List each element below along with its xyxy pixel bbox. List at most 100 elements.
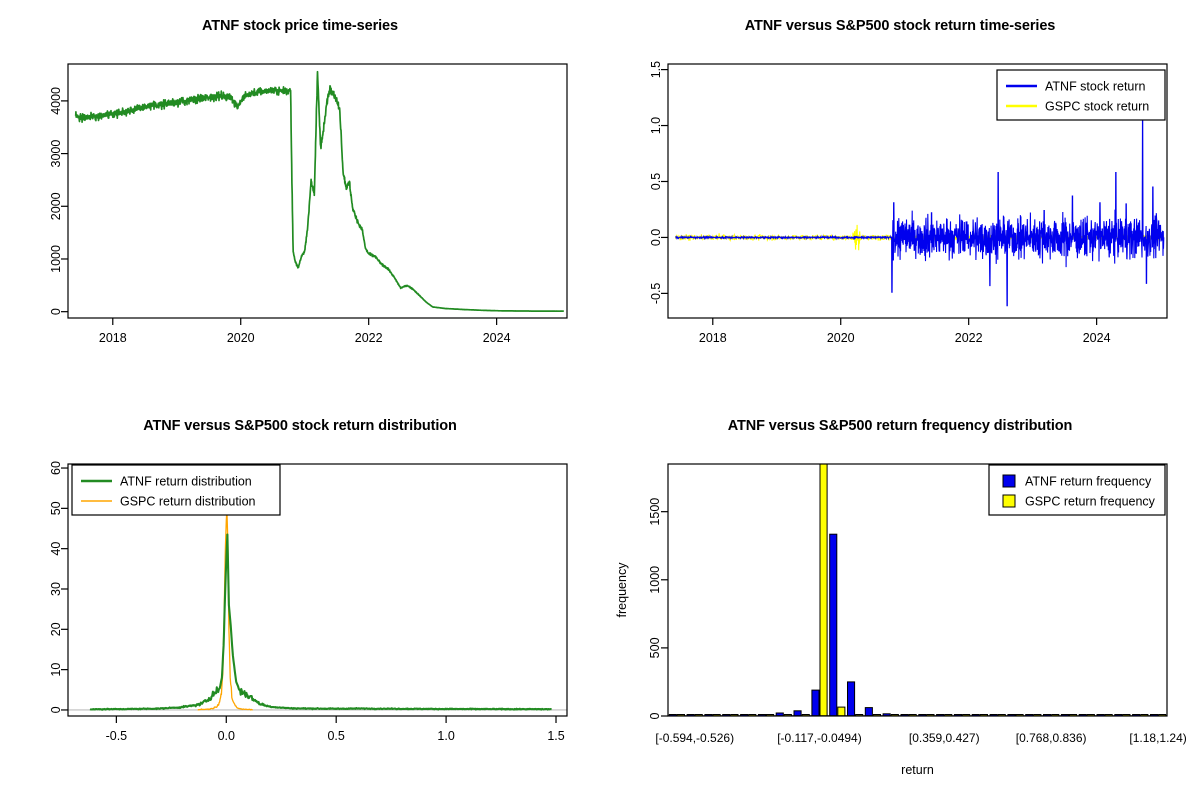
y-tick-label: 60 — [49, 461, 63, 475]
bar-atnf — [757, 714, 766, 716]
y-tick-label: 0.5 — [649, 173, 663, 190]
y-tick-label: 2000 — [49, 192, 63, 220]
bar-gspc — [837, 706, 846, 716]
bar-gspc — [712, 714, 721, 716]
y-tick-label: -0.5 — [649, 283, 663, 305]
bar-atnf — [936, 714, 945, 716]
bar-atnf — [722, 714, 731, 716]
panel-3-title: ATNF versus S&P500 stock return distribu… — [143, 418, 457, 434]
legend-box — [71, 464, 281, 516]
panel-3-plot: 0 10 20 30 40 50 60 -0.5 0.0 0.5 1.0 1.5 ATNF return… — [49, 461, 568, 743]
bar-atnf — [775, 712, 784, 716]
panel-2-title: ATNF versus S&P500 stock return time-ser… — [744, 18, 1056, 34]
y-tick-label: 1.5 — [649, 61, 663, 78]
bar-gspc — [730, 714, 739, 716]
x-tick-label: 2018 — [99, 331, 127, 345]
bar-atnf — [900, 714, 909, 716]
panel-2-plot: -0.5 0.0 0.5 1.0 1.5 2018 2020 2022 2024 ATNF sto… — [649, 61, 1168, 345]
y-tick-label: 20 — [49, 622, 63, 636]
bar-atnf — [1007, 714, 1016, 716]
bar-gspc — [748, 714, 757, 716]
bar-gspc — [1069, 714, 1078, 716]
bar-atnf — [811, 689, 820, 716]
x-tick-label: -0.5 — [106, 729, 128, 743]
x-tick-label: 2020 — [827, 331, 855, 345]
y-tick-label: 1000 — [49, 245, 63, 273]
y-tick-label: 10 — [49, 663, 63, 677]
bar-gspc — [676, 714, 686, 716]
bar-atnf — [1096, 714, 1105, 716]
bar-atnf — [864, 707, 873, 716]
legend-box — [988, 464, 1166, 516]
x-tick-label: 2022 — [355, 331, 383, 345]
bar-gspc — [979, 714, 988, 716]
legend-swatch-square — [1002, 474, 1016, 488]
plot-frame — [67, 463, 568, 717]
x-tick-label: 0.0 — [218, 729, 235, 743]
bar-atnf — [918, 714, 927, 716]
panel-1-title: ATNF stock price time-series — [202, 18, 398, 34]
bar-gspc — [783, 714, 792, 716]
legend-box — [996, 69, 1166, 121]
y-tick-label: 1000 — [648, 566, 662, 594]
bar-gspc — [1051, 714, 1060, 716]
bar-gspc — [944, 714, 953, 716]
y-tick-label: 3000 — [49, 140, 63, 168]
bar-gspc — [997, 714, 1006, 716]
x-bin-label: [0.359,0.427) — [909, 731, 980, 745]
bar-gspc — [1015, 714, 1024, 716]
panel-return-distribution: ATNF versus S&P500 stock return distribu… — [0, 400, 600, 800]
legend-label: ATNF return distribution — [120, 475, 252, 489]
bar-gspc — [801, 714, 810, 716]
plot-frame — [667, 463, 1168, 717]
gspc-density-line — [197, 509, 253, 711]
panel-4-title: ATNF versus S&P500 return frequency dist… — [727, 418, 1073, 434]
y-tick-label: 500 — [648, 637, 662, 658]
plot-frame — [667, 63, 1168, 319]
bar-gspc — [872, 714, 881, 716]
x-bin-label: [0.768,0.836) — [1016, 731, 1087, 745]
y-tick-label: 4000 — [49, 87, 63, 115]
atnf-return-line — [675, 111, 1165, 307]
bar-gspc — [819, 464, 828, 716]
bar-atnf — [1060, 714, 1069, 716]
x-bin-label: [1.18,1.24) — [1129, 731, 1186, 745]
bar-gspc — [855, 714, 864, 716]
atnf-density-line — [89, 533, 553, 711]
y-axis-title: frequency — [615, 562, 629, 618]
x-bin-label: [-0.117,-0.0494) — [777, 731, 862, 745]
bar-atnf — [953, 714, 962, 716]
legend-label: GSPC return frequency — [1025, 495, 1156, 509]
y-tick-label: 1500 — [648, 498, 662, 526]
bar-atnf — [1078, 714, 1087, 716]
bar-atnf — [1043, 714, 1052, 716]
bar-atnf — [971, 714, 980, 716]
y-tick-label: 1.0 — [649, 117, 663, 134]
bar-gspc — [962, 714, 971, 716]
bar-gspc — [1086, 714, 1095, 716]
legend-label: ATNF stock return — [1045, 80, 1146, 94]
panel-atnf-price-timeseries: ATNF stock price time-series 0 1000 2000 30… — [0, 0, 600, 400]
x-tick-label: 2024 — [483, 331, 511, 345]
bar-gspc — [694, 714, 703, 716]
y-tick-label: 40 — [49, 542, 63, 556]
panel-4-plot: 0 500 1000 1500 frequency [-0.594,-0.526) [-0.… — [615, 463, 1187, 777]
legend-label: GSPC return distribution — [120, 495, 256, 509]
x-bin-label: [-0.594,-0.526) — [655, 731, 734, 745]
bar-gspc — [1122, 714, 1131, 716]
bar-atnf — [1114, 714, 1123, 716]
bar-atnf — [740, 714, 749, 716]
bar-atnf — [847, 681, 856, 716]
plot-frame — [67, 63, 568, 319]
panel-atnf-vs-sp500-return-timeseries: ATNF versus S&P500 stock return time-ser… — [600, 0, 1200, 400]
bar-atnf — [793, 710, 802, 716]
x-tick-label: 2024 — [1083, 331, 1111, 345]
x-tick-label: 0.5 — [327, 729, 344, 743]
bar-atnf — [1025, 714, 1034, 716]
bar-gspc — [1104, 714, 1113, 716]
bar-gspc — [908, 714, 917, 716]
panel-1-plot: 0 1000 2000 3000 4000 2018 2020 2022 2024 — [49, 63, 568, 345]
legend-label: GSPC stock return — [1045, 100, 1149, 114]
bar-gspc — [766, 714, 775, 716]
